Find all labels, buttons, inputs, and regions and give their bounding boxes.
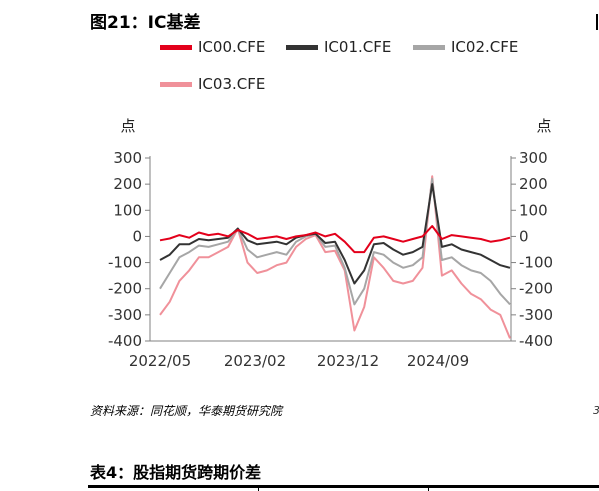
x-tick-label: 2022/05 (129, 352, 191, 370)
legend-item: IC02.CFE (413, 38, 518, 56)
series-line-ic03 (159, 175, 511, 339)
legend-label: IC03.CFE (198, 75, 266, 93)
series-line-ic00 (159, 225, 511, 254)
y-tick-label-left: -200 (108, 280, 142, 298)
legend-swatch (413, 44, 445, 50)
legend-item: IC03.CFE (160, 75, 265, 93)
y-tick-label-right: 200 (519, 175, 548, 193)
x-tick-label: 2023/12 (317, 352, 379, 370)
y-tick-label-right: -300 (519, 306, 553, 324)
y-tick-label-right: -100 (519, 254, 553, 272)
y-tick-label-right: 300 (519, 149, 548, 167)
y-tick-label-right: -200 (519, 280, 553, 298)
y-tick-label-left: -300 (108, 306, 142, 324)
legend-item: IC00.CFE (160, 38, 265, 56)
y-tick-label-left: 200 (113, 175, 142, 193)
legend-swatch (160, 81, 192, 87)
right-edge-bar (596, 14, 598, 30)
y-axis-unit-right: 点 (536, 117, 551, 135)
legend-swatch (286, 44, 318, 50)
y-tick-label-left: 300 (113, 149, 142, 167)
table-column-divider (258, 485, 259, 491)
right-edge-mark: 3 (593, 404, 599, 417)
table-title: 表4：股指期货跨期价差 (90, 463, 262, 482)
y-tick-label-left: 0 (132, 227, 142, 245)
table-top-rule (88, 485, 599, 488)
legend-label: IC00.CFE (198, 38, 266, 56)
line-chart: 300 300 200 200 100 100 0 0 -100 -100 -200 -200 -300… (108, 117, 553, 370)
series-line-ic02 (159, 177, 511, 306)
legend-label: IC01.CFE (324, 38, 392, 56)
y-axis-unit-left: 点 (120, 117, 135, 135)
y-tick-label-left: 100 (113, 201, 142, 219)
y-tick-label-right: 0 (519, 227, 529, 245)
legend-label: IC02.CFE (451, 38, 519, 56)
x-tick-label: 2023/02 (224, 352, 286, 370)
series-line-ic01 (159, 183, 511, 285)
y-tick-label-right: 100 (519, 201, 548, 219)
y-tick-label-left: -100 (108, 254, 142, 272)
y-tick-label-right: -400 (519, 332, 553, 350)
y-tick-label-left: -400 (108, 332, 142, 350)
table-column-divider (428, 485, 429, 491)
legend-swatch (160, 44, 192, 50)
source-note: 资料来源：同花顺，华泰期货研究院 (90, 404, 283, 418)
legend-item: IC01.CFE (286, 38, 391, 56)
figure-title: 图21：IC基差 (90, 13, 201, 33)
chart-legend: IC00.CFE IC01.CFE IC02.CFE IC03.CFE (0, 0, 599, 110)
x-tick-label: 2024/09 (407, 352, 469, 370)
